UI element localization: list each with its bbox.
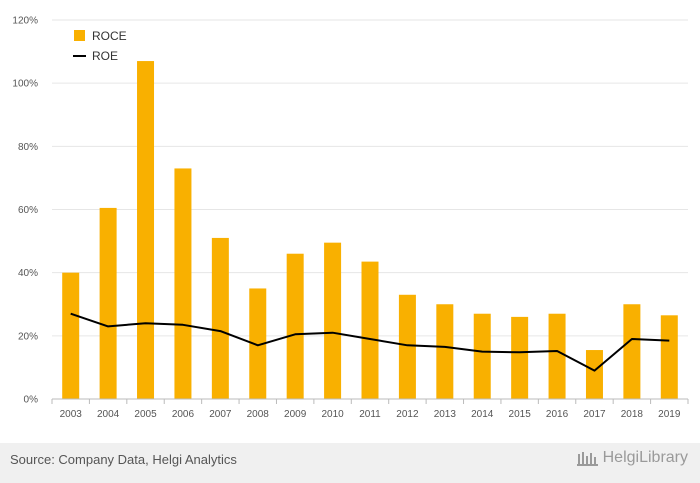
- bar-roce: [436, 304, 454, 399]
- bar-roce: [174, 168, 192, 399]
- y-tick-label: 100%: [12, 79, 38, 90]
- x-tick-label: 2009: [284, 409, 307, 420]
- roe-line: [70, 312, 670, 372]
- x-tick-label: 2003: [60, 409, 83, 420]
- x-tick-label: 2012: [396, 409, 419, 420]
- x-tick-label: 2018: [621, 409, 644, 420]
- bar-roce: [398, 294, 416, 399]
- y-axis: 0% 20% 40% 60% 80% 100% 120%: [12, 16, 38, 406]
- y-tick-label: 0%: [24, 395, 39, 406]
- bar-roce: [62, 272, 80, 399]
- bar-roce: [361, 261, 379, 399]
- brand-name: HelgiLibrary: [602, 449, 688, 466]
- x-tick-label: 2011: [359, 409, 381, 420]
- library-icon: [576, 452, 598, 466]
- roce-bars: [62, 61, 678, 399]
- x-tick-label: 2016: [546, 409, 569, 420]
- bar-roce: [99, 207, 117, 399]
- bar-roce: [286, 253, 304, 399]
- chart: 0%20%40%60%80%100%120% 2003 2004 2005 2006 2…: [12, 16, 689, 420]
- x-tick-label: 2004: [97, 409, 120, 420]
- bar-roce: [660, 315, 678, 399]
- bar-roce: [585, 350, 603, 399]
- y-tick-label: 40%: [18, 268, 38, 279]
- footer: Source: Company Data, Helgi Analytics He…: [0, 443, 700, 483]
- bar-roce: [473, 313, 491, 399]
- x-tick-label: 2007: [209, 409, 232, 420]
- bar-roce: [137, 61, 155, 399]
- brand-logo: HelgiLibrary: [576, 449, 688, 467]
- bar-roce: [548, 313, 566, 399]
- bar-roce: [211, 237, 229, 399]
- y-tick-label: 120%: [12, 16, 38, 27]
- bar-roce: [249, 288, 267, 399]
- x-tick-label: 2006: [172, 409, 195, 420]
- bar-roce: [623, 304, 641, 399]
- legend-label-roe: ROE: [92, 49, 118, 63]
- bar-roce: [511, 316, 529, 399]
- x-tick-label: 2019: [658, 409, 681, 420]
- legend: ROCE ROE: [73, 29, 127, 63]
- x-tick-label: 2008: [247, 409, 270, 420]
- y-tick-label: 20%: [18, 331, 38, 342]
- legend-label-roce: ROCE: [92, 29, 127, 43]
- x-tick-label: 2005: [134, 409, 157, 420]
- x-tick-label: 2015: [509, 409, 532, 420]
- source-note: Source: Company Data, Helgi Analytics: [10, 452, 237, 467]
- x-tick-label: 2013: [434, 409, 457, 420]
- x-tick-label: 2010: [321, 409, 344, 420]
- bar-roce: [324, 242, 342, 399]
- y-tick-label: 80%: [18, 142, 38, 153]
- y-tick-label: 60%: [18, 205, 38, 216]
- x-axis: 2003 2004 2005 2006 2007 2008 2009 2010 2011 2012…: [51, 398, 689, 420]
- legend-swatch-roce: [74, 30, 85, 41]
- x-tick-label: 2017: [583, 409, 606, 420]
- x-tick-label: 2014: [471, 409, 494, 420]
